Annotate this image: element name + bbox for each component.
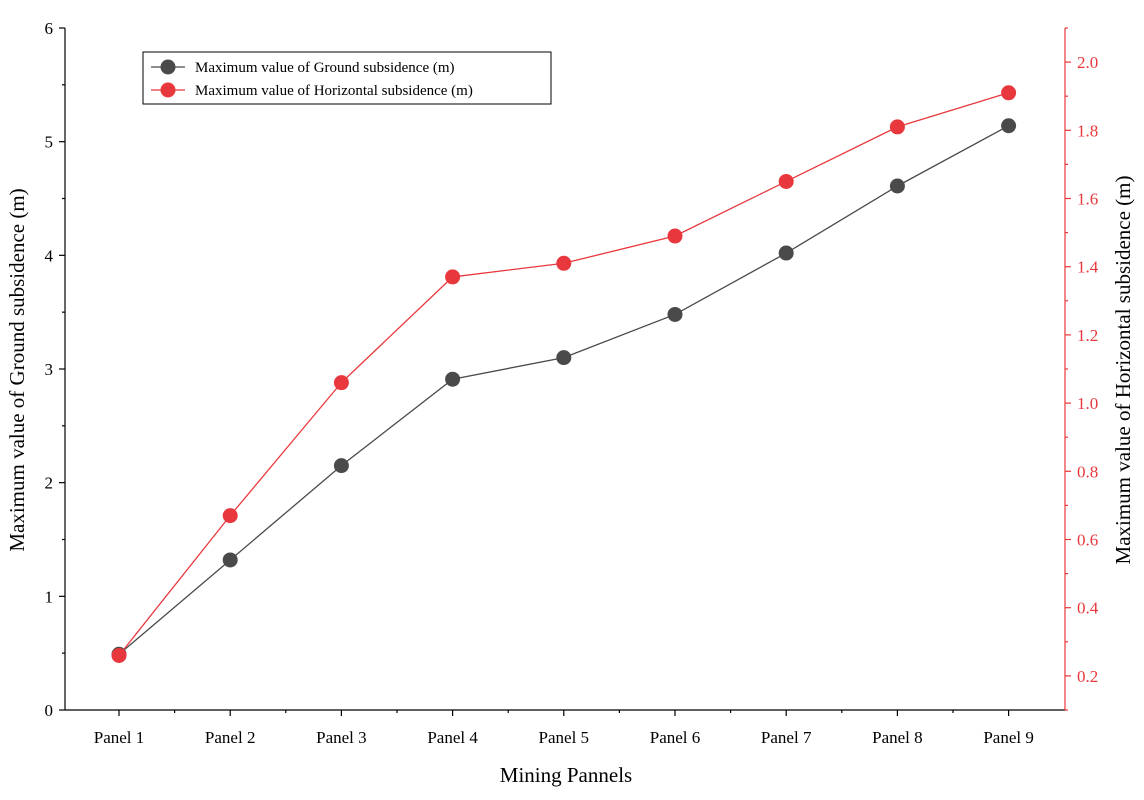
y2-tick-label: 1.6 [1077, 190, 1098, 209]
y2-tick-label: 2.0 [1077, 53, 1098, 72]
data-point [667, 306, 683, 322]
data-point [667, 228, 683, 244]
axes: 0 1 2 3 4 5 6 0.2 0.4 0.6 0.8 1.0 1.2 1.4 1.6 1.8 2.0 Pan… [45, 19, 1099, 747]
y2-tick-label: 0.4 [1077, 599, 1099, 618]
series-1 [111, 118, 1017, 662]
data-point [111, 647, 127, 663]
data-point [1001, 118, 1017, 134]
y-tick-label: 4 [45, 246, 54, 265]
y-tick-label: 1 [45, 587, 54, 606]
data-point [556, 255, 572, 271]
y-tick-label: 5 [45, 133, 54, 152]
y2-tick-label: 0.8 [1077, 462, 1098, 481]
legend-marker [160, 82, 176, 98]
data-point [778, 173, 794, 189]
legend-marker [160, 59, 176, 75]
data-point [222, 552, 238, 568]
legend: Maximum value of Ground subsidence (m) Ma… [142, 51, 552, 105]
data-point [222, 508, 238, 524]
data-point [333, 375, 349, 391]
x-tick-label: Panel 6 [650, 728, 701, 747]
data-point [445, 269, 461, 285]
legend-label: Maximum value of Ground subsidence (m) [195, 60, 455, 76]
data-point [333, 458, 349, 474]
x-tick-label: Panel 1 [94, 728, 145, 747]
legend-box [142, 51, 552, 105]
x-tick-label: Panel 8 [872, 728, 923, 747]
x-tick-label: Panel 7 [761, 728, 812, 747]
data-point [1001, 85, 1017, 101]
data-point [445, 371, 461, 387]
y2-tick-label: 1.0 [1077, 394, 1098, 413]
y2-axis-title: Maximum value of Horizontal subsidence (… [1111, 176, 1135, 565]
x-tick-label: Panel 4 [427, 728, 478, 747]
x-tick-label: Panel 3 [316, 728, 367, 747]
y-tick-label: 3 [45, 360, 54, 379]
data-point [889, 178, 905, 194]
data-point [889, 119, 905, 135]
y2-tick-label: 0.2 [1077, 667, 1098, 686]
data-point [556, 350, 572, 366]
y2-tick-label: 1.8 [1077, 121, 1098, 140]
y-tick-label: 0 [45, 701, 54, 720]
y-axis-title: Maximum value of Ground subsidence (m) [5, 188, 29, 551]
y2-tick-label: 1.4 [1077, 258, 1099, 277]
x-tick-label: Panel 9 [983, 728, 1034, 747]
series-line [118, 125, 1009, 655]
series-layer [111, 85, 1017, 663]
series-2 [111, 85, 1017, 663]
y2-tick-label: 1.2 [1077, 326, 1098, 345]
y-tick-label: 6 [45, 19, 54, 38]
y2-tick-label: 0.6 [1077, 531, 1098, 550]
series-line [118, 92, 1009, 656]
y-tick-label: 2 [45, 474, 54, 493]
x-axis-title: Mining Pannels [500, 763, 632, 787]
x-tick-label: Panel 2 [205, 728, 256, 747]
legend-label: Maximum value of Horizontal subsidence (… [195, 83, 473, 99]
data-point [778, 245, 794, 261]
x-tick-label: Panel 5 [539, 728, 590, 747]
